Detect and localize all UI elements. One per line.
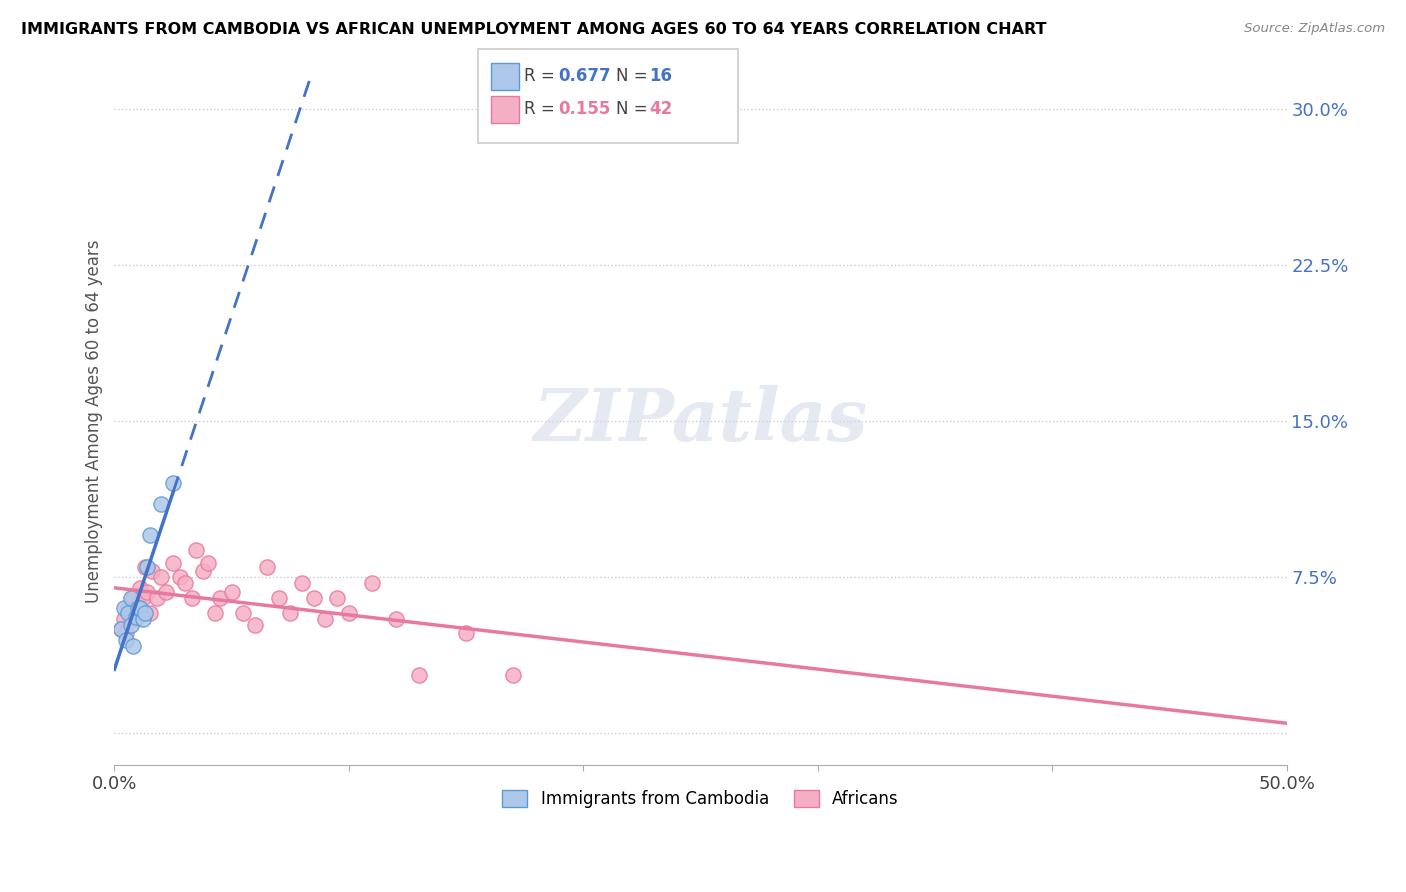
Point: [291, 576, 314, 591]
Text: 42: 42: [650, 100, 673, 118]
Point: [180, 591, 202, 605]
Point: [127, 597, 149, 611]
Point: [169, 570, 191, 584]
Point: [136, 559, 159, 574]
Text: 0.155: 0.155: [558, 100, 610, 118]
Point: [243, 618, 266, 632]
Point: [129, 581, 152, 595]
Point: [122, 639, 145, 653]
Point: [127, 601, 149, 615]
Point: [314, 612, 336, 626]
Point: [197, 556, 219, 570]
Point: [122, 591, 145, 605]
Point: [134, 606, 156, 620]
Point: [267, 591, 290, 605]
Point: [141, 564, 163, 578]
Text: N =: N =: [616, 100, 647, 118]
Point: [384, 612, 406, 626]
Point: [138, 606, 160, 620]
Point: [131, 591, 153, 605]
Point: [117, 601, 139, 615]
Point: [186, 543, 208, 558]
Point: [208, 591, 231, 605]
Point: [502, 668, 524, 682]
Point: [162, 556, 184, 570]
Point: [173, 576, 195, 591]
Text: 0.677: 0.677: [558, 67, 610, 85]
Point: [204, 606, 226, 620]
Point: [278, 606, 301, 620]
Point: [162, 476, 184, 491]
Text: R =: R =: [524, 100, 555, 118]
Point: [326, 591, 349, 605]
Point: [136, 584, 159, 599]
Point: [112, 601, 135, 615]
Point: [155, 584, 177, 599]
Text: IMMIGRANTS FROM CAMBODIA VS AFRICAN UNEMPLOYMENT AMONG AGES 60 TO 64 YEARS CORRE: IMMIGRANTS FROM CAMBODIA VS AFRICAN UNEM…: [21, 22, 1046, 37]
Point: [337, 606, 360, 620]
Point: [145, 591, 167, 605]
Point: [150, 497, 173, 511]
Point: [138, 528, 160, 542]
Point: [302, 591, 325, 605]
Text: R =: R =: [524, 67, 555, 85]
Text: Source: ZipAtlas.com: Source: ZipAtlas.com: [1244, 22, 1385, 36]
Point: [120, 591, 142, 605]
Point: [110, 622, 132, 636]
Point: [117, 606, 139, 620]
Point: [124, 612, 146, 626]
Point: [150, 570, 173, 584]
Point: [124, 609, 146, 624]
Point: [129, 601, 152, 615]
Point: [193, 564, 215, 578]
Point: [134, 559, 156, 574]
Point: [115, 632, 138, 647]
Point: [454, 626, 477, 640]
Point: [120, 618, 142, 632]
Text: 16: 16: [650, 67, 672, 85]
Point: [221, 584, 243, 599]
Point: [110, 622, 132, 636]
Point: [112, 612, 135, 626]
Point: [361, 576, 384, 591]
Point: [131, 612, 153, 626]
Point: [120, 606, 142, 620]
Point: [408, 668, 430, 682]
Point: [115, 626, 138, 640]
Text: ZIPatlas: ZIPatlas: [533, 385, 868, 457]
Text: N =: N =: [616, 67, 647, 85]
Point: [232, 606, 254, 620]
Legend: Immigrants from Cambodia, Africans: Immigrants from Cambodia, Africans: [495, 783, 905, 814]
Point: [256, 559, 278, 574]
Y-axis label: Unemployment Among Ages 60 to 64 years: Unemployment Among Ages 60 to 64 years: [86, 239, 103, 603]
